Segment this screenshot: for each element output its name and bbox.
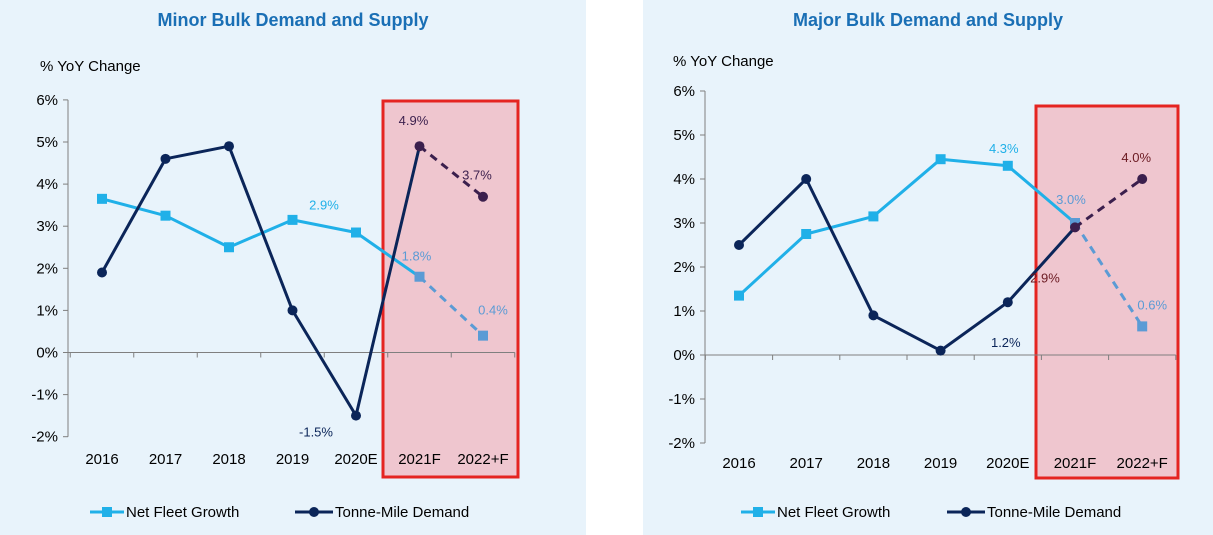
y-tick-label: 1%: [36, 302, 58, 319]
data-point-circle: [160, 153, 171, 164]
data-label: -1.5%: [299, 425, 333, 440]
x-tick-label: 2021F: [398, 451, 441, 468]
data-point-circle: [935, 345, 946, 356]
data-point-circle: [351, 410, 361, 421]
data-point-square: [935, 154, 946, 165]
data-label: 0.4%: [478, 303, 508, 318]
data-point-circle: [801, 174, 812, 184]
data-point-circle: [414, 141, 425, 152]
series-line-net-fleet-growth: [101, 197, 421, 278]
y-tick-label: 5%: [36, 134, 58, 151]
x-tick-label: 2020E: [986, 455, 1029, 472]
x-tick-label: 2017: [149, 451, 182, 468]
x-tick-label: 2016: [722, 455, 755, 472]
data-point-circle: [224, 141, 234, 152]
data-point-circle: [868, 310, 879, 321]
series-line-net-fleet-growth: [737, 157, 1076, 297]
legend-label-net-fleet-growth: Net Fleet Growth: [777, 504, 890, 521]
minor-bulk-chart: Minor Bulk Demand and Supply % YoY Change…: [31, 10, 520, 521]
data-point-square: [414, 271, 425, 282]
legend-label-tonne-mile-demand: Tonne-Mile Demand: [987, 504, 1121, 521]
data-label: 3.0%: [1056, 192, 1086, 207]
chart-title: Minor Bulk Demand and Supply: [157, 10, 428, 30]
data-label: 4.0%: [1121, 150, 1151, 165]
y-tick-label: 5%: [673, 127, 695, 144]
legend-label-net-fleet-growth: Net Fleet Growth: [126, 504, 239, 521]
series-forecast-line-net-fleet-growth: [418, 275, 485, 337]
data-label: 1.8%: [402, 249, 432, 264]
data-point-square: [801, 229, 812, 239]
data-point-square: [97, 193, 107, 204]
y-tick-label: 4%: [673, 171, 695, 188]
data-label: 3.7%: [462, 168, 492, 183]
data-point-square: [224, 242, 234, 253]
y-tick-label: -1%: [31, 387, 58, 404]
y-tick-label: 3%: [673, 215, 695, 232]
data-label: 4.3%: [989, 141, 1019, 156]
data-point-circle: [1070, 222, 1080, 233]
data-label: 4.9%: [399, 113, 429, 128]
y-tick-label: -1%: [668, 391, 695, 408]
data-point-square: [1137, 321, 1148, 332]
y-tick-label: 6%: [673, 83, 695, 100]
x-tick-label: 2018: [212, 451, 245, 468]
x-tick-label: 2019: [276, 451, 309, 468]
series-line-tonne-mile-demand: [737, 177, 1077, 353]
data-label: 2.9%: [309, 198, 339, 213]
data-point-square: [351, 227, 361, 238]
y-axis-title: % YoY Change: [673, 53, 774, 70]
legend-marker-circle: [309, 507, 319, 517]
series-line-tonne-mile-demand: [100, 144, 421, 418]
y-tick-label: 4%: [36, 176, 58, 193]
data-label: 1.2%: [991, 335, 1021, 350]
data-point-circle: [1137, 174, 1148, 184]
y-tick-label: 0%: [673, 347, 695, 364]
forecast-highlight-box: [381, 99, 520, 479]
y-axis-title: % YoY Change: [40, 58, 141, 75]
x-tick-label: 2020E: [334, 451, 377, 468]
x-tick-label: 2016: [85, 451, 118, 468]
data-point-square: [478, 330, 488, 341]
x-tick-label: 2022+F: [1117, 455, 1168, 472]
y-tick-label: -2%: [668, 435, 695, 452]
legend-marker-square: [753, 507, 763, 517]
y-tick-label: 6%: [36, 92, 58, 109]
y-tick-label: -2%: [31, 429, 58, 446]
data-label: 2.9%: [1030, 270, 1060, 285]
y-tick-label: 0%: [36, 345, 58, 362]
minor-bulk-chart-panel: Minor Bulk Demand and Supply % YoY Change…: [0, 0, 586, 535]
data-point-circle: [478, 191, 488, 202]
series-forecast-line-net-fleet-growth: [1073, 222, 1144, 328]
major-bulk-chart: Major Bulk Demand and Supply % YoY Change…: [668, 10, 1180, 521]
data-point-square: [734, 290, 744, 301]
data-point-square: [868, 211, 879, 222]
forecast-highlight-box: [1034, 104, 1180, 480]
legend-marker-circle: [961, 507, 971, 517]
x-tick-label: 2019: [924, 455, 957, 472]
data-point-circle: [97, 267, 107, 278]
data-label: 0.6%: [1137, 297, 1167, 312]
y-tick-label: 2%: [36, 260, 58, 277]
data-point-square: [1002, 160, 1013, 171]
x-tick-label: 2022+F: [457, 451, 508, 468]
data-point-circle: [287, 305, 298, 316]
y-tick-label: 2%: [673, 259, 695, 276]
legend-marker-square: [102, 507, 112, 517]
legend-label-tonne-mile-demand: Tonne-Mile Demand: [335, 504, 469, 521]
major-bulk-chart-panel: Major Bulk Demand and Supply % YoY Change…: [643, 0, 1213, 535]
data-point-circle: [1002, 297, 1013, 308]
data-point-square: [160, 210, 171, 221]
chart-title: Major Bulk Demand and Supply: [793, 10, 1063, 30]
y-tick-label: 3%: [36, 218, 58, 235]
x-tick-label: 2017: [790, 455, 823, 472]
x-tick-label: 2021F: [1054, 455, 1097, 472]
y-tick-label: 1%: [673, 303, 695, 320]
data-point-circle: [734, 240, 744, 250]
data-point-square: [287, 214, 298, 225]
x-tick-label: 2018: [857, 455, 890, 472]
